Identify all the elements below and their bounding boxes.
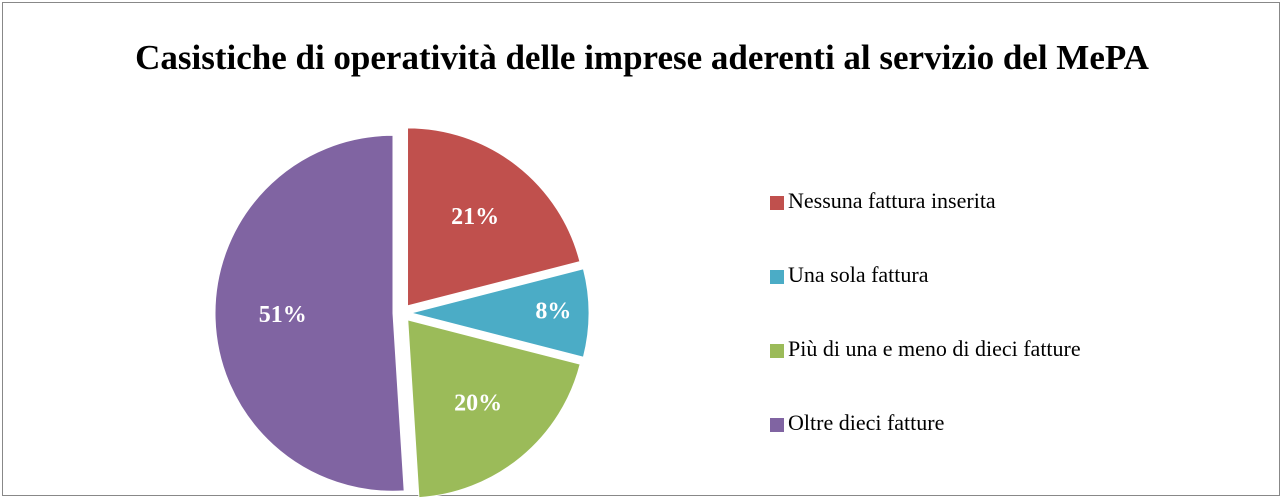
- chart-title: Casistiche di operatività delle imprese …: [135, 38, 1149, 77]
- legend-swatch: [770, 344, 784, 358]
- legend-label: Nessuna fattura inserita: [788, 188, 996, 213]
- data-label: 51%: [259, 302, 307, 328]
- pie-slice: [410, 268, 590, 358]
- legend-swatch: [770, 196, 784, 210]
- legend-swatch: [770, 270, 784, 284]
- pie-slice: [407, 319, 581, 499]
- legend-label: Più di una e meno di dieci fatture: [788, 336, 1081, 361]
- legend-label: Una sola fattura: [788, 262, 929, 287]
- data-label: 21%: [451, 204, 499, 230]
- data-label: 8%: [535, 299, 571, 325]
- data-label: 20%: [454, 390, 502, 416]
- legend-swatch: [770, 418, 784, 432]
- pie-slice: [407, 127, 581, 307]
- pie-slice: [214, 134, 405, 492]
- legend-label: Oltre dieci fatture: [788, 410, 944, 435]
